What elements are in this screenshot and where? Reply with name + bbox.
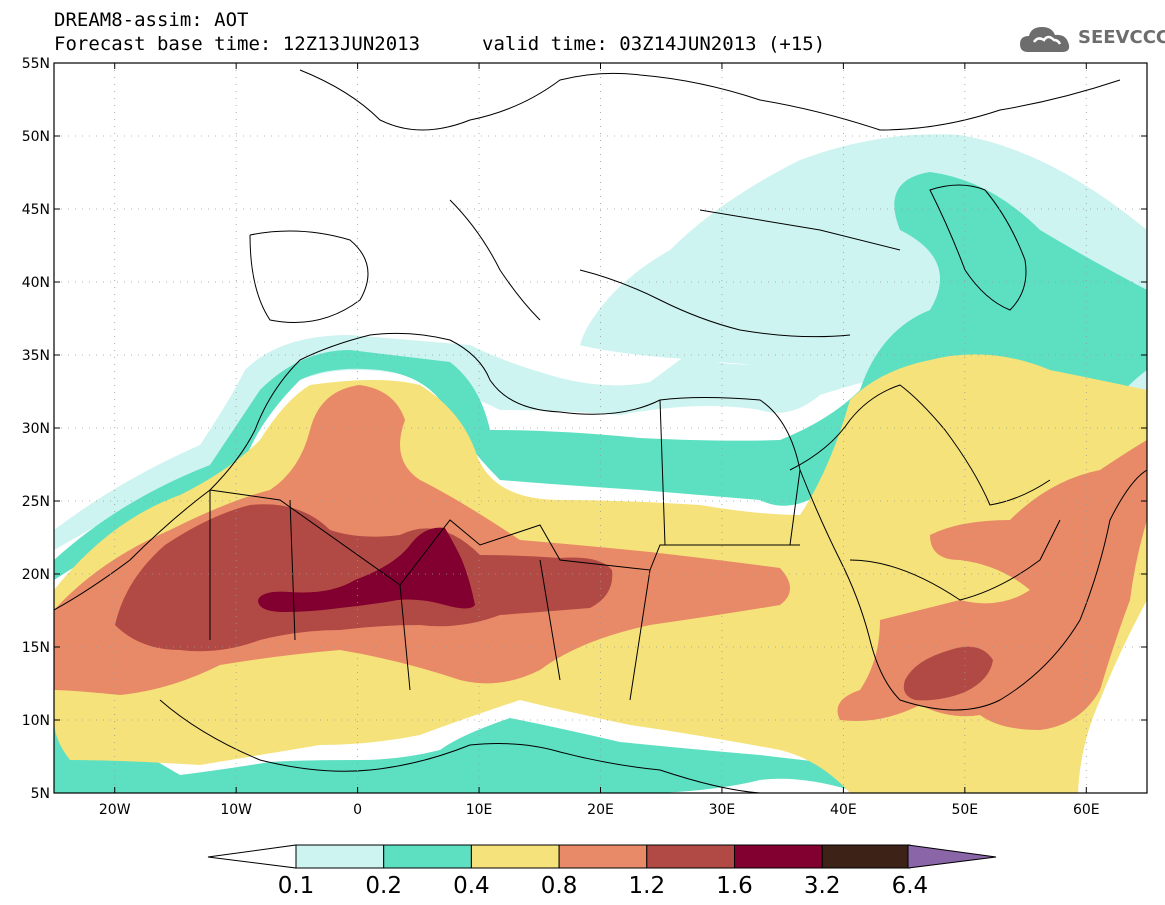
colorbar-box — [646, 844, 735, 869]
colorbar-label: 0.8 — [541, 873, 578, 899]
latitude-labels: 55N 50N 45N 40N 35N 30N 25N 20N 15N 10N 5N — [22, 56, 50, 802]
forecast-base-time: Forecast base time: 12Z13JUN2013 — [54, 33, 421, 55]
lon-label: 40E — [830, 802, 857, 818]
lat-label: 20N — [22, 567, 50, 583]
colorbar-boxes — [295, 844, 911, 869]
longitude-labels: 20W 10W 0 10E 20E 30E 40E 50E 60E — [99, 802, 1100, 818]
axis-ticks — [54, 62, 1147, 794]
lat-label: 10N — [22, 713, 50, 729]
colorbar-label: 0.2 — [365, 873, 402, 899]
colorbar-box — [734, 844, 823, 869]
lat-label: 35N — [22, 348, 50, 364]
lat-label: 45N — [22, 202, 50, 218]
colorbar-box — [470, 844, 560, 869]
lon-label: 20W — [99, 802, 131, 818]
lon-label: 10E — [466, 802, 493, 818]
valid-time: valid time: 03Z14JUN2013 (+15) — [482, 33, 826, 55]
lon-label: 20E — [587, 802, 614, 818]
map-title: DREAM8-assim: AOT — [54, 9, 249, 31]
lat-label: 25N — [22, 494, 50, 510]
contour-0.8-east — [837, 440, 1147, 730]
seevccc-logo: SEEVCCC — [1018, 22, 1165, 56]
graticule — [54, 63, 1147, 793]
contour-1.6 — [258, 527, 475, 612]
colorbar-label: 0.4 — [453, 873, 490, 899]
contour-0.2-south — [54, 700, 1060, 793]
lon-label: 60E — [1073, 802, 1100, 818]
lon-label: 0 — [353, 802, 362, 818]
cloud-icon — [1020, 27, 1070, 52]
lat-label: 5N — [31, 786, 50, 802]
lon-label: 30E — [709, 802, 736, 818]
lat-label: 55N — [22, 56, 50, 72]
colorbar-label: 1.6 — [716, 873, 753, 899]
contour-1.2-east — [903, 646, 993, 701]
colorbar-labels: 0.1 0.2 0.4 0.8 1.2 1.6 3.2 6.4 — [278, 873, 928, 899]
colorbar-box — [558, 844, 648, 869]
colorbar-label: 1.2 — [629, 873, 666, 899]
colorbar: 0.1 0.2 0.4 0.8 1.2 1.6 3.2 6.4 — [207, 844, 997, 899]
logo-text: SEEVCCC — [1078, 27, 1165, 48]
lat-label: 15N — [22, 640, 50, 656]
lat-label: 30N — [22, 421, 50, 437]
lat-label: 50N — [22, 129, 50, 145]
colorbar-over-arrow — [907, 844, 997, 869]
colorbar-label: 3.2 — [804, 873, 841, 899]
lon-label: 10W — [220, 802, 252, 818]
lon-label: 50E — [951, 802, 978, 818]
colorbar-under-arrow — [207, 844, 297, 869]
colorbar-box — [383, 844, 472, 869]
coastlines — [54, 69, 1147, 793]
colorbar-label: 6.4 — [892, 873, 929, 899]
lat-label: 40N — [22, 275, 50, 291]
colorbar-box — [821, 844, 911, 869]
colorbar-label: 0.1 — [278, 873, 315, 899]
colorbar-box — [295, 844, 385, 869]
